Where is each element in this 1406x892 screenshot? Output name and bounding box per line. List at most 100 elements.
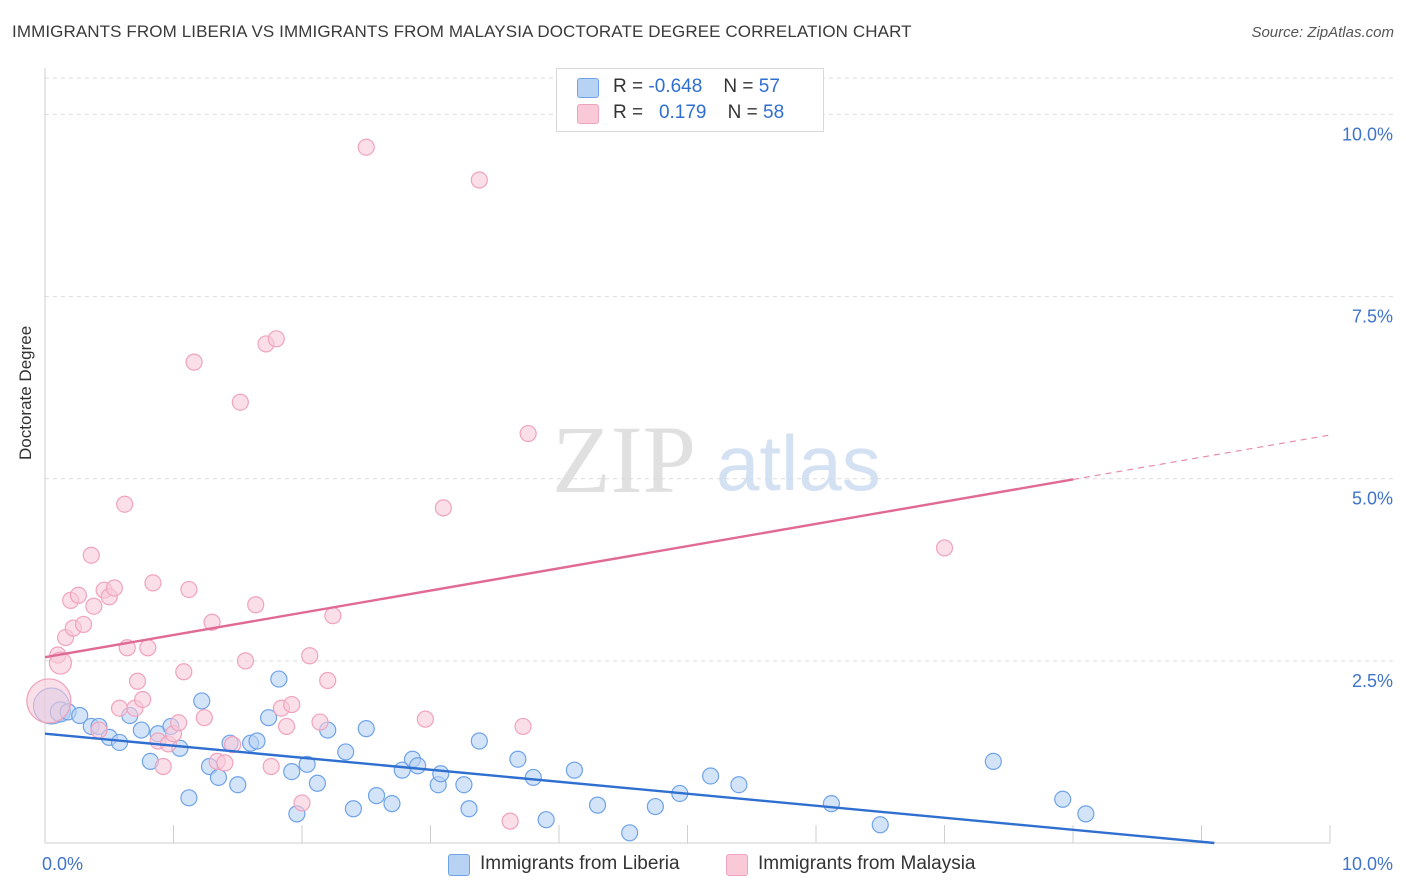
x-tick-label-end: 10.0% [1342, 854, 1393, 874]
trendline-malaysia [44, 478, 1074, 659]
y-tick-label: 7.5% [1352, 307, 1393, 327]
point-malaysia [319, 671, 337, 690]
point-liberia [537, 811, 555, 829]
point-liberia [1077, 805, 1095, 823]
point-liberia [432, 765, 450, 783]
point-malaysia [26, 678, 72, 724]
point-liberia [209, 768, 228, 787]
bottom-legend-label-liberia: Immigrants from Liberia [480, 853, 680, 874]
point-malaysia [267, 330, 285, 348]
point-malaysia [324, 607, 342, 625]
point-malaysia [277, 717, 296, 736]
point-liberia [344, 800, 362, 818]
legend-n-label: N = [727, 102, 758, 123]
point-liberia [357, 720, 375, 738]
point-malaysia [74, 615, 93, 634]
point-liberia [248, 732, 266, 750]
point-liberia [470, 732, 488, 750]
point-liberia [1054, 790, 1072, 808]
point-liberia [460, 800, 478, 818]
point-liberia [229, 776, 247, 794]
point-liberia [524, 768, 542, 787]
point-malaysia [293, 794, 311, 812]
point-liberia [308, 774, 327, 792]
point-malaysia [85, 597, 103, 615]
point-liberia [367, 787, 386, 805]
point-malaysia [175, 663, 193, 681]
point-malaysia [283, 695, 301, 714]
point-liberia [588, 796, 607, 814]
point-liberia [110, 733, 129, 752]
point-liberia [565, 761, 584, 779]
y-tick-label: 5.0% [1352, 489, 1393, 509]
y-tick-label: 10.0% [1342, 124, 1393, 144]
legend-r-label: R = [613, 76, 644, 97]
point-malaysia [935, 539, 954, 557]
point-liberia [646, 797, 664, 816]
point-malaysia [514, 717, 532, 736]
point-liberia [298, 755, 316, 773]
point-malaysia [224, 736, 242, 754]
point-liberia [180, 789, 198, 807]
legend-n-value-liberia: 57 [758, 76, 780, 97]
point-malaysia [170, 714, 188, 732]
point-malaysia [82, 546, 100, 564]
point-liberia [270, 670, 288, 688]
point-liberia [383, 795, 401, 813]
point-malaysia [311, 713, 329, 731]
x-tick-label-start: 0.0% [42, 854, 83, 874]
point-malaysia [247, 596, 265, 614]
trendline-liberia [44, 732, 1215, 845]
legend-swatch-malaysia [577, 104, 599, 124]
legend-r-value-malaysia: 0.179 [658, 102, 707, 123]
point-malaysia [470, 171, 488, 189]
trendline-extension-malaysia [1072, 434, 1331, 481]
point-malaysia [48, 651, 73, 675]
point-liberia [822, 795, 841, 813]
bottom-legend-label-malaysia: Immigrants from Malaysia [758, 853, 976, 874]
legend-n-value-malaysia: 58 [763, 102, 785, 123]
point-liberia [455, 776, 473, 794]
point-malaysia [231, 393, 249, 411]
point-malaysia [90, 721, 108, 739]
watermark-zip: ZIP [552, 406, 696, 513]
point-malaysia [501, 812, 519, 830]
point-malaysia [262, 757, 280, 776]
point-liberia [509, 750, 527, 768]
point-malaysia [216, 754, 234, 772]
point-liberia [71, 706, 89, 725]
chart-title: IMMIGRANTS FROM LIBERIA VS IMMIGRANTS FR… [12, 22, 912, 41]
point-liberia [702, 767, 720, 785]
point-liberia [409, 757, 427, 775]
legend-r-label: R = [613, 102, 644, 123]
point-malaysia [154, 757, 172, 776]
watermark-atlas: atlas [716, 419, 881, 507]
point-malaysia [236, 652, 255, 670]
legend-r-value-liberia: -0.648 [648, 76, 703, 97]
point-malaysia [69, 586, 88, 604]
stats-legend: R = -0.648 N = 57 R = 0.179 N = 58 [556, 68, 824, 132]
point-liberia [337, 743, 355, 761]
point-malaysia [180, 580, 198, 599]
point-liberia [871, 816, 889, 834]
point-malaysia [110, 699, 129, 717]
point-malaysia [195, 709, 213, 727]
point-malaysia [357, 138, 375, 156]
y-tick-label: 2.5% [1352, 671, 1393, 691]
point-malaysia [301, 647, 319, 665]
point-malaysia [128, 672, 147, 690]
point-liberia [730, 776, 748, 794]
point-malaysia [134, 690, 152, 709]
bottom-legend-swatch-malaysia [726, 854, 748, 876]
point-liberia [621, 824, 639, 842]
point-malaysia [519, 424, 537, 443]
point-malaysia [185, 353, 203, 371]
point-liberia [984, 752, 1002, 771]
chart-source: Source: ZipAtlas.com [1251, 24, 1394, 41]
point-liberia [283, 762, 301, 781]
point-malaysia [144, 574, 162, 592]
legend-swatch-liberia [577, 78, 599, 98]
point-liberia [259, 709, 278, 727]
point-malaysia [139, 639, 157, 657]
